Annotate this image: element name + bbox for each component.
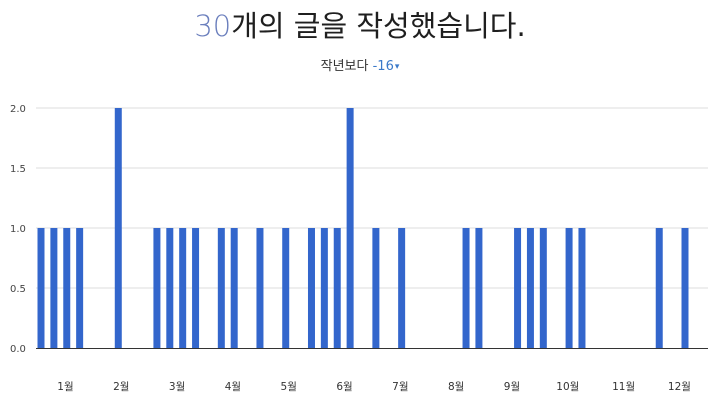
- comparison-line: 작년보다 -16▾: [0, 58, 720, 76]
- x-tick-label: 8월: [448, 381, 464, 393]
- bar[interactable]: [217, 228, 225, 348]
- x-tick-label: 9월: [504, 381, 520, 393]
- bar[interactable]: [179, 228, 187, 348]
- bar[interactable]: [526, 228, 534, 348]
- x-tick-label: 3월: [169, 381, 185, 393]
- bar[interactable]: [37, 228, 45, 348]
- x-tick-label: 2월: [113, 381, 129, 393]
- comparison-label: 작년보다: [320, 59, 369, 74]
- bar[interactable]: [153, 228, 161, 348]
- bars: [37, 108, 689, 348]
- bar[interactable]: [539, 228, 547, 348]
- bar[interactable]: [230, 228, 238, 348]
- y-tick-label: 0.5: [10, 284, 26, 295]
- bar[interactable]: [114, 108, 122, 348]
- bar[interactable]: [166, 228, 174, 348]
- x-tick-label: 10월: [556, 381, 579, 393]
- x-tick-label: 4월: [225, 381, 241, 393]
- x-tick-label: 11월: [612, 381, 635, 393]
- bar[interactable]: [681, 228, 689, 348]
- bar[interactable]: [462, 228, 470, 348]
- bar[interactable]: [398, 228, 406, 348]
- summary-headline-text: 개의 글을 작성했습니다.: [231, 9, 526, 43]
- bar[interactable]: [76, 228, 84, 348]
- y-tick-label: 1.0: [10, 224, 26, 235]
- chevron-down-icon[interactable]: ▾: [394, 62, 400, 72]
- bar[interactable]: [282, 228, 290, 348]
- bar[interactable]: [346, 108, 354, 348]
- bar[interactable]: [320, 228, 328, 348]
- bar[interactable]: [256, 228, 264, 348]
- bar[interactable]: [655, 228, 663, 348]
- y-axis-ticks: 0.0 0.5 1.0 1.5 2.0: [10, 104, 26, 355]
- bar[interactable]: [50, 228, 58, 348]
- bar[interactable]: [63, 228, 71, 348]
- bar[interactable]: [307, 228, 315, 348]
- x-tick-label: 7월: [392, 381, 408, 393]
- y-tick-label: 0.0: [10, 344, 26, 355]
- bar[interactable]: [565, 228, 573, 348]
- x-tick-label: 12월: [668, 381, 691, 393]
- comparison-delta[interactable]: -16: [372, 59, 394, 74]
- bar[interactable]: [372, 228, 380, 348]
- bar[interactable]: [578, 228, 586, 348]
- y-tick-label: 2.0: [10, 104, 26, 115]
- bar[interactable]: [333, 228, 341, 348]
- x-tick-label: 5월: [281, 381, 297, 393]
- post-count: 30: [194, 9, 232, 43]
- summary-headline: 30개의 글을 작성했습니다.: [0, 6, 720, 46]
- x-tick-label: 1월: [57, 381, 73, 393]
- bar[interactable]: [192, 228, 200, 348]
- bar[interactable]: [475, 228, 483, 348]
- y-tick-label: 1.5: [10, 164, 26, 175]
- bar[interactable]: [514, 228, 522, 348]
- x-axis-ticks: 1월 2월 3월 4월 5월 6월 7월 8월 9월 10월 11월 12월: [57, 381, 691, 393]
- gridlines: [36, 107, 708, 289]
- x-tick-label: 6월: [336, 381, 352, 393]
